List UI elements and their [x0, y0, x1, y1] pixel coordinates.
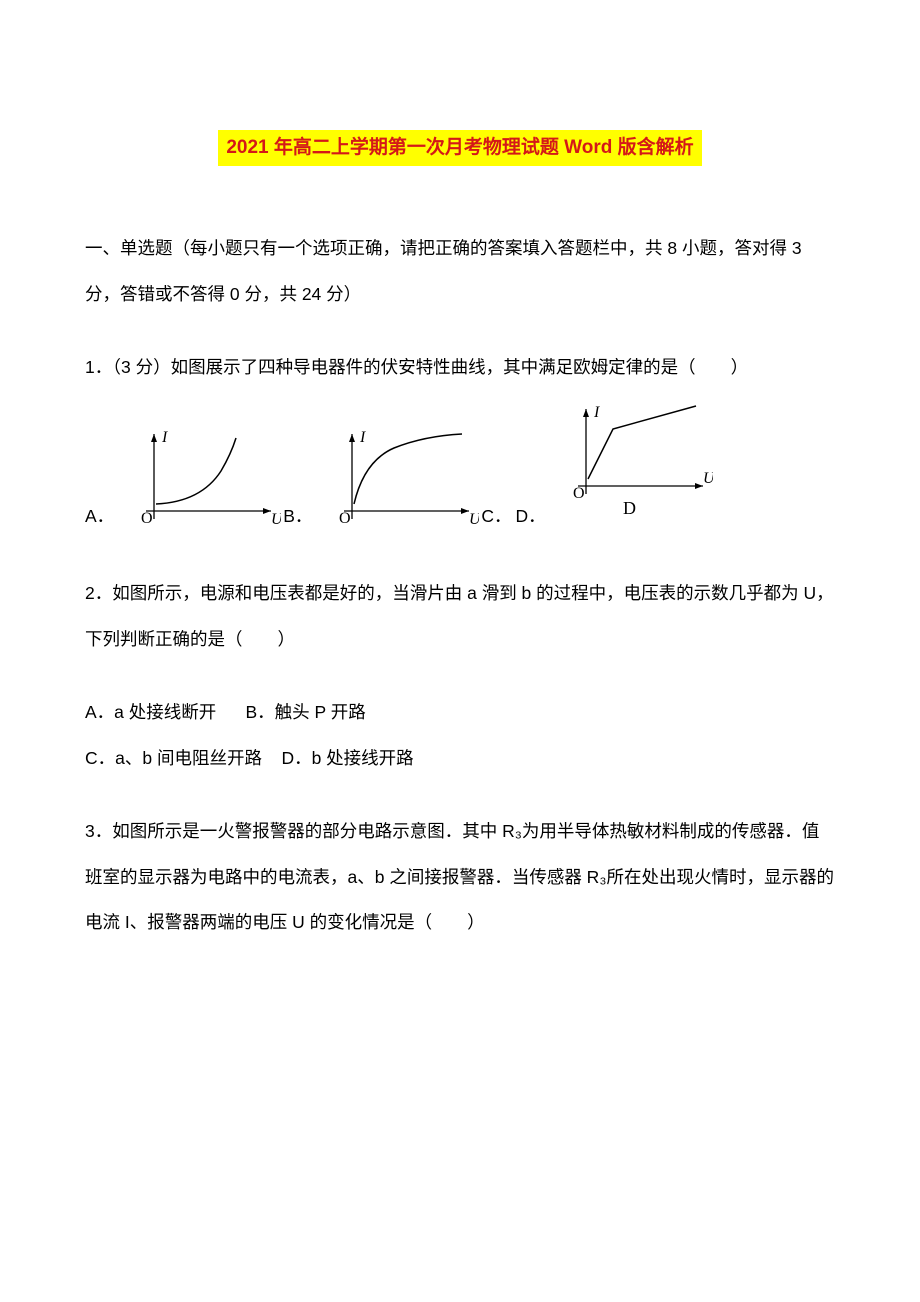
option-d-label: D．	[516, 494, 546, 544]
exam-title: 2021 年高二上学期第一次月考物理试题 Word 版含解析	[218, 130, 701, 166]
question-1-options: A． I U O B．	[85, 401, 835, 544]
chart-a: I U O	[116, 426, 281, 544]
svg-text:I: I	[359, 429, 366, 446]
svg-text:U: U	[469, 511, 479, 526]
chart-d: I U O D	[548, 401, 713, 544]
question-3-text: 3．如图所示是一火警报警器的部分电路示意图．其中 R₃为用半导体热敏材料制成的传…	[85, 809, 835, 946]
question-1: 1．（3 分）如图展示了四种导电器件的伏安特性曲线，其中满足欧姆定律的是（ ） …	[85, 345, 835, 543]
svg-text:U: U	[703, 470, 713, 487]
option-a-label: A．	[85, 494, 114, 544]
section-instructions: 一、单选题（每小题只有一个选项正确，请把正确的答案填入答题栏中，共 8 小题，答…	[85, 226, 835, 317]
question-3: 3．如图所示是一火警报警器的部分电路示意图．其中 R₃为用半导体热敏材料制成的传…	[85, 809, 835, 946]
svg-text:O: O	[141, 510, 153, 526]
svg-text:O: O	[339, 510, 351, 526]
option-c-label: C．	[481, 494, 511, 544]
question-2-row1: A．a 处接线断开 B．触头 P 开路	[85, 690, 835, 736]
svg-text:O: O	[573, 485, 585, 502]
svg-text:I: I	[161, 429, 168, 446]
svg-text:D: D	[623, 498, 636, 518]
q2-option-c: C．a、b 间电阻丝开路	[85, 748, 262, 768]
q2-option-d: D．b 处接线开路	[281, 748, 413, 768]
chart-b: I U O	[314, 426, 479, 544]
question-2-row2: C．a、b 间电阻丝开路 D．b 处接线开路	[85, 736, 835, 782]
question-2-text: 2．如图所示，电源和电压表都是好的，当滑片由 a 滑到 b 的过程中，电压表的示…	[85, 571, 835, 662]
question-1-text: 1．（3 分）如图展示了四种导电器件的伏安特性曲线，其中满足欧姆定律的是（ ）	[85, 345, 835, 391]
question-2-options: A．a 处接线断开 B．触头 P 开路 C．a、b 间电阻丝开路 D．b 处接线…	[85, 690, 835, 781]
option-b-label: B．	[283, 494, 312, 544]
svg-text:I: I	[593, 404, 600, 421]
title-wrapper: 2021 年高二上学期第一次月考物理试题 Word 版含解析	[85, 130, 835, 166]
question-2: 2．如图所示，电源和电压表都是好的，当滑片由 a 滑到 b 的过程中，电压表的示…	[85, 571, 835, 662]
q2-option-a: A．a 处接线断开	[85, 702, 216, 722]
svg-text:U: U	[271, 511, 281, 526]
q2-option-b: B．触头 P 开路	[245, 702, 365, 722]
